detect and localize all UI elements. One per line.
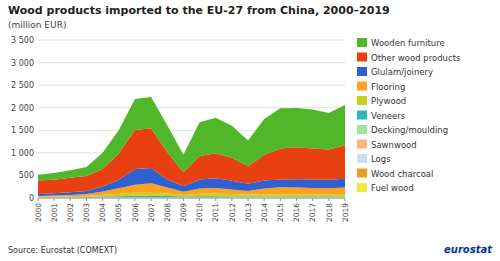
x-tick-label: 2001	[50, 203, 59, 222]
area	[38, 197, 345, 198]
legend-swatch	[357, 111, 367, 120]
x-tick	[183, 198, 184, 201]
x-tick	[134, 198, 135, 201]
legend-label: Other wood products	[371, 53, 461, 63]
y-tick-label: 2 500	[11, 81, 34, 90]
grid-line	[38, 62, 345, 63]
legend-swatch	[357, 169, 367, 178]
legend-swatch	[357, 53, 367, 62]
x-tick-label: 2013	[244, 203, 253, 222]
x-tick-label: 2006	[131, 203, 140, 222]
x-tick-label: 2005	[114, 203, 123, 222]
legend-swatch	[357, 38, 367, 47]
x-tick-label: 2017	[308, 203, 317, 222]
x-tick	[167, 198, 168, 201]
chart: Wood products imported to the EU-27 from…	[0, 0, 500, 261]
x-tick	[54, 198, 55, 201]
x-tick-label: 2008	[163, 203, 172, 222]
x-tick	[199, 198, 200, 201]
grid-line	[38, 85, 345, 86]
x-tick-label: 2018	[325, 203, 334, 222]
legend-swatch	[357, 82, 367, 91]
x-tick	[102, 198, 103, 201]
grid-line	[38, 198, 345, 199]
x-tick	[215, 198, 216, 201]
y-tick-label: 1 000	[11, 149, 34, 158]
x-tick-label: 2009	[179, 203, 188, 222]
x-tick	[345, 198, 346, 201]
legend-label: Veneers	[371, 111, 406, 121]
legend-label: Wood charcoal	[371, 169, 433, 179]
x-tick-label: 2003	[82, 203, 91, 222]
y-tick-label: 1 500	[11, 126, 34, 135]
grid-line	[38, 40, 345, 41]
legend-swatch	[357, 96, 367, 105]
x-tick-label: 2019	[341, 203, 350, 222]
legend-label: Plywood	[371, 96, 406, 106]
x-tick-label: 2016	[292, 203, 301, 222]
source-note: Source: Eurostat (COMEXT)	[8, 246, 117, 255]
grid-line	[38, 107, 345, 108]
legend-label: Logs	[371, 154, 391, 164]
x-axis-line	[38, 198, 345, 199]
y-tick-label: 3 500	[11, 36, 34, 45]
y-tick-label: 0	[29, 194, 34, 203]
legend-swatch	[357, 154, 367, 163]
x-tick-label: 2014	[260, 203, 269, 222]
areas	[38, 97, 345, 198]
x-tick	[118, 198, 119, 201]
x-tick-label: 2002	[66, 203, 75, 222]
x-tick-label: 2007	[147, 203, 156, 222]
x-tick	[280, 198, 281, 201]
legend-label: Wooden furniture	[371, 38, 445, 48]
x-tick	[231, 198, 232, 201]
x-tick-label: 2010	[195, 203, 204, 222]
title: Wood products imported to the EU-27 from…	[8, 4, 390, 17]
legend-swatch	[357, 125, 367, 134]
legend-swatch	[357, 67, 367, 76]
logo: eurostat	[444, 244, 493, 255]
legend-label: Glulam/joinery	[371, 67, 433, 77]
area	[38, 97, 345, 180]
x-tick	[151, 198, 152, 201]
x-tick-label: 2015	[276, 203, 285, 222]
x-tick	[328, 198, 329, 201]
x-tick-label: 2000	[34, 203, 43, 222]
legend: Wooden furniture Other wood products Glula…	[357, 38, 461, 193]
legend-label: Flooring	[371, 82, 405, 92]
y-tick-label: 3 000	[11, 59, 34, 68]
x-tick	[264, 198, 265, 201]
legend-label: Sawnwood	[371, 140, 417, 150]
y-tick-label: 500	[19, 171, 34, 180]
x-tick	[312, 198, 313, 201]
x-tick-label: 2011	[211, 203, 220, 222]
x-tick	[38, 198, 39, 201]
legend-label: Fuel wood	[371, 183, 414, 193]
legend-swatch	[357, 183, 367, 192]
x-tick	[248, 198, 249, 201]
legend-label: Decking/moulding	[371, 125, 448, 135]
x-tick-label: 2004	[98, 203, 107, 222]
x-tick	[86, 198, 87, 201]
x-tick-label: 2012	[228, 203, 237, 222]
x-tick	[296, 198, 297, 201]
x-tick	[70, 198, 71, 201]
y-tick-label: 2 000	[11, 104, 34, 113]
area	[38, 197, 345, 198]
subtitle: (million EUR)	[8, 20, 66, 30]
legend-swatch	[357, 140, 367, 149]
